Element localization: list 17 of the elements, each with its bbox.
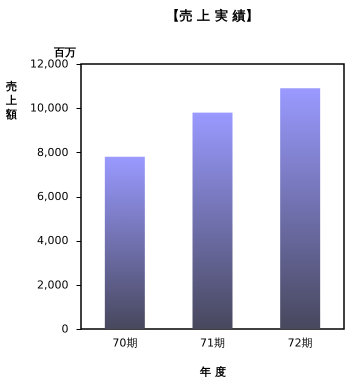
- bar: [280, 88, 320, 329]
- x-tick-label: 72期: [288, 336, 313, 350]
- y-tick-label: 0: [62, 322, 68, 336]
- bar: [104, 156, 145, 329]
- x-tick-label: 71期: [200, 336, 225, 350]
- text: 百万: [53, 46, 76, 59]
- x-tick-label: 70期: [112, 336, 138, 350]
- bar: [192, 112, 232, 329]
- y-tick-label: 8,000: [37, 146, 68, 159]
- y-tick-label: 4,000: [37, 234, 68, 248]
- y-tick-label: 2,000: [37, 278, 68, 292]
- y-tick-label: 12,000: [30, 58, 68, 70]
- y-tick-label: 10,000: [30, 102, 68, 115]
- x-axis-title: 年 度: [199, 366, 226, 378]
- y-axis-title: 売上額: [5, 80, 17, 121]
- y-tick-label: 6,000: [37, 190, 68, 203]
- chart-title: 【売 上 実 績】: [166, 8, 258, 24]
